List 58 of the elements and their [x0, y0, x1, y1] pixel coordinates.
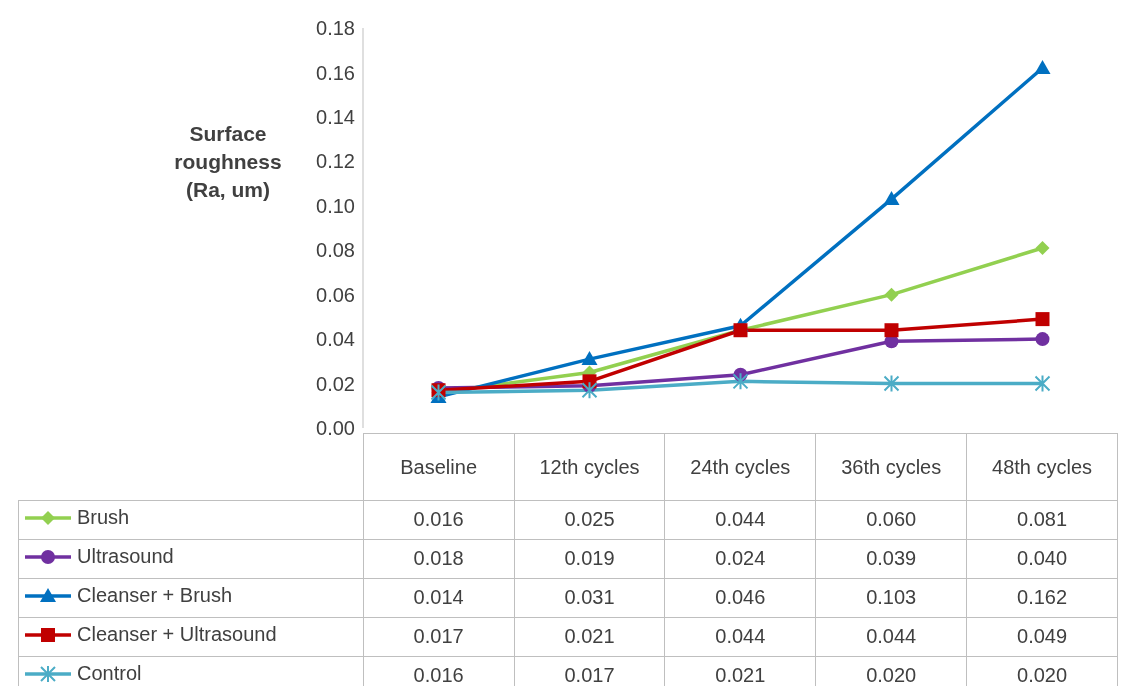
x-tick-label: 12th cycles [514, 433, 665, 500]
y-tick-label: 0.08 [316, 239, 355, 262]
point [884, 287, 899, 302]
y-tick-label: 0.12 [316, 150, 355, 173]
legend-label: Ultrasound [77, 545, 174, 569]
data-label: 0.039 [815, 539, 967, 578]
y-tick-label: 0.04 [316, 328, 355, 351]
data-label: 0.016 [363, 656, 515, 686]
point [1035, 332, 1050, 347]
y-tick-label: 0.18 [316, 17, 355, 40]
data-label: 0.020 [966, 656, 1118, 686]
point [1034, 60, 1051, 74]
data-label: 0.081 [966, 500, 1118, 539]
data-label: 0.049 [966, 617, 1118, 656]
data-label: 0.060 [815, 500, 967, 539]
point [732, 372, 749, 391]
point [1035, 241, 1050, 255]
x-tick-label: Baseline [363, 433, 515, 500]
data-label: 0.021 [664, 656, 816, 686]
data-label: 0.046 [664, 578, 816, 617]
data-label: 0.044 [664, 500, 816, 539]
y-tick-label: 0.06 [316, 283, 355, 306]
legend-label: Cleanser + Brush [77, 584, 233, 608]
data-label: 0.016 [363, 500, 515, 539]
data-label: 0.019 [514, 539, 665, 578]
data-label: 0.025 [514, 500, 665, 539]
point [884, 323, 899, 338]
point [581, 381, 598, 400]
data-label: 0.044 [664, 617, 816, 656]
data-label: 0.040 [966, 539, 1118, 578]
data-label: 0.024 [664, 539, 816, 578]
data-label: 0.014 [363, 578, 515, 617]
point [1035, 312, 1050, 327]
x-tick-label: 36th cycles [815, 433, 967, 500]
y-tick-label: 0.16 [316, 61, 355, 84]
point [581, 351, 598, 366]
data-label: 0.103 [815, 578, 967, 617]
legend-label: Brush [77, 506, 130, 530]
data-label: 0.021 [514, 617, 665, 656]
point [883, 374, 900, 393]
y-tick-label: 0.10 [316, 194, 355, 217]
y-tick-label: 0.02 [316, 372, 355, 395]
data-label: 0.020 [815, 656, 967, 686]
data-label: 0.162 [966, 578, 1118, 617]
point [1034, 374, 1051, 393]
y-tick-label: 0.00 [316, 417, 355, 440]
y-tick-label: 0.14 [316, 105, 355, 128]
point [883, 191, 900, 206]
y-axis-title: Surface roughness (Ra, um) [173, 121, 283, 203]
data-label: 0.044 [815, 617, 967, 656]
x-tick-label: 24th cycles [664, 433, 816, 500]
x-tick-label: 48th cycles [966, 433, 1118, 500]
legend-label: Cleanser + Ultrasound [77, 623, 277, 647]
data-label: 0.031 [514, 578, 665, 617]
data-label: 0.017 [514, 656, 665, 686]
data-label: 0.018 [363, 539, 515, 578]
legend-label: Control [77, 662, 142, 686]
data-label: 0.017 [363, 617, 515, 656]
